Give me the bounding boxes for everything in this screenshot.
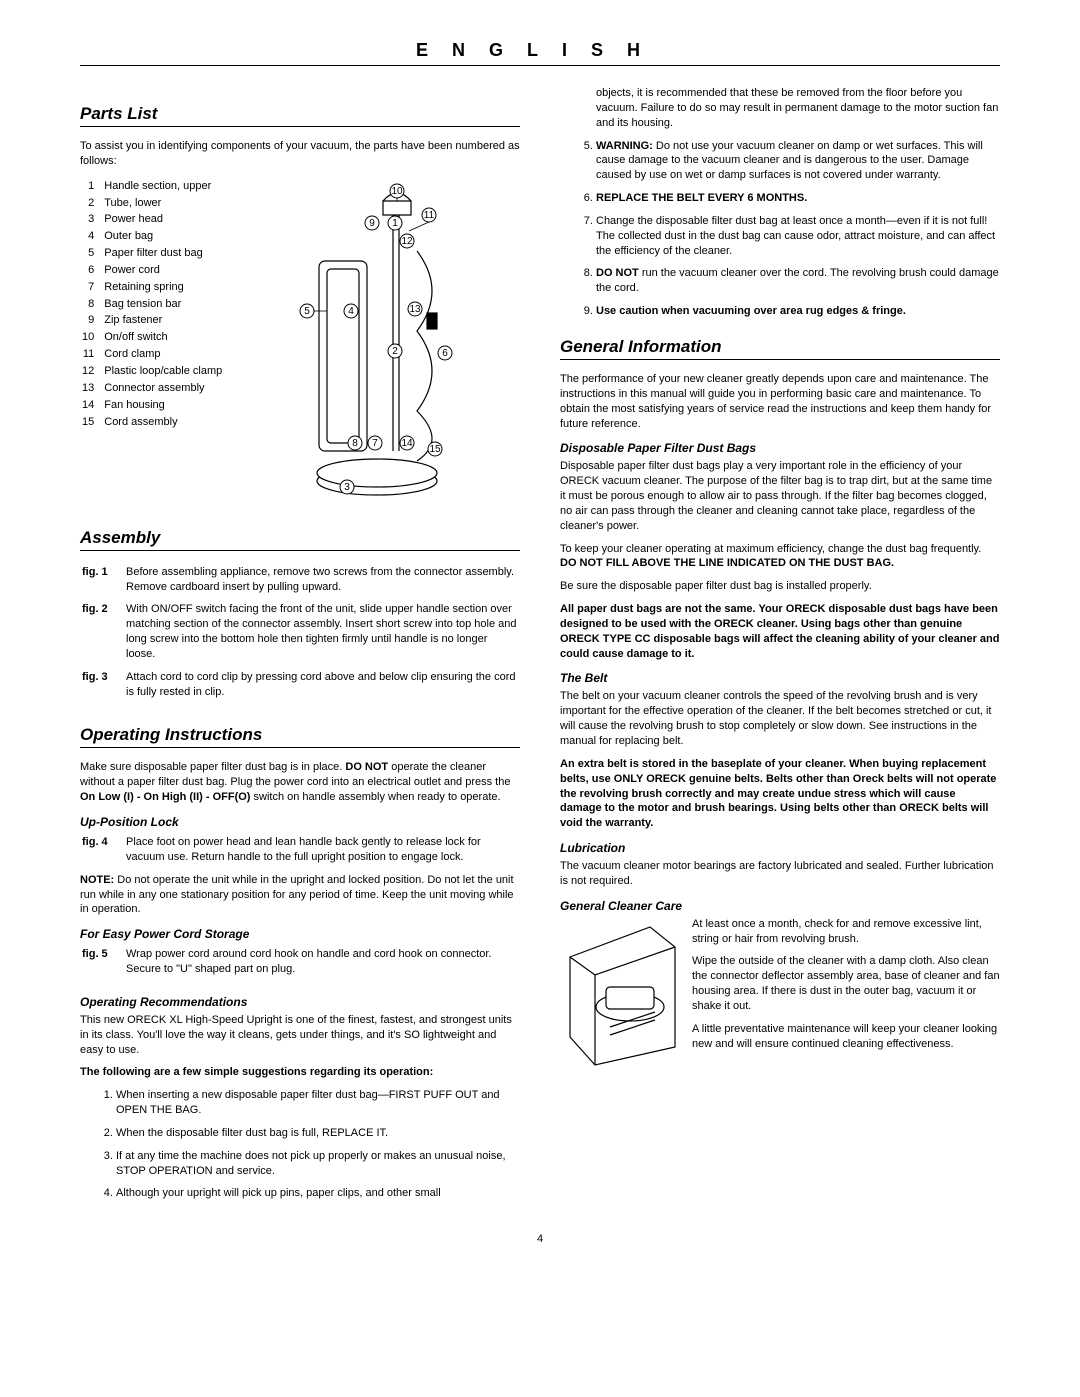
- rec-intro: This new ORECK XL High-Speed Upright is …: [80, 1013, 520, 1058]
- general-heading: General Information: [560, 337, 1000, 360]
- care-heading: General Cleaner Care: [560, 899, 1000, 913]
- bags-p1: Disposable paper filter dust bags play a…: [560, 459, 1000, 533]
- parts-list-table: 1Handle section, upper 2Tube, lower 3Pow…: [80, 177, 224, 432]
- svg-text:8: 8: [352, 438, 358, 449]
- care-diagram: [560, 917, 680, 1067]
- cord-fig: fig. 5Wrap power cord around cord hook o…: [80, 945, 520, 985]
- uppos-heading: Up-Position Lock: [80, 815, 520, 829]
- page-number: 4: [80, 1233, 1000, 1245]
- parts-intro: To assist you in identifying components …: [80, 139, 520, 169]
- header-title: ENGLISH: [80, 40, 1000, 66]
- svg-text:6: 6: [442, 348, 448, 359]
- assembly-heading: Assembly: [80, 528, 520, 551]
- svg-text:7: 7: [372, 438, 378, 449]
- cont-list: WARNING: Do not use your vacuum cleaner …: [560, 139, 1000, 319]
- left-column: Parts List To assist you in identifying …: [80, 86, 520, 1209]
- cont-item4-tail: objects, it is recommended that these be…: [596, 86, 1000, 131]
- svg-text:9: 9: [369, 218, 375, 229]
- uppos-note: NOTE: Do not operate the unit while in t…: [80, 873, 520, 918]
- uppos-fig: fig. 4Place foot on power head and lean …: [80, 833, 520, 873]
- care-p2: Wipe the outside of the cleaner with a d…: [692, 954, 1000, 1013]
- svg-text:14: 14: [402, 438, 414, 449]
- svg-text:13: 13: [410, 304, 422, 315]
- svg-text:1: 1: [392, 218, 398, 229]
- svg-text:2: 2: [392, 346, 398, 357]
- vacuum-diagram: 10 9 1 11 12 5 4 13 2 6 8 7 14 15: [234, 177, 520, 510]
- rec-heading: Operating Recommendations: [80, 995, 520, 1009]
- svg-text:5: 5: [304, 306, 310, 317]
- svg-text:3: 3: [344, 482, 350, 493]
- care-p1: At least once a month, check for and rem…: [692, 917, 1000, 947]
- general-intro: The performance of your new cleaner grea…: [560, 372, 1000, 431]
- svg-text:4: 4: [348, 306, 354, 317]
- operating-heading: Operating Instructions: [80, 725, 520, 748]
- belt-heading: The Belt: [560, 671, 1000, 685]
- bags-p4: All paper dust bags are not the same. Yo…: [560, 602, 1000, 661]
- rec-bold: The following are a few simple suggestio…: [80, 1065, 520, 1080]
- right-column: objects, it is recommended that these be…: [560, 86, 1000, 1209]
- parts-heading: Parts List: [80, 104, 520, 127]
- lub-heading: Lubrication: [560, 841, 1000, 855]
- operating-intro: Make sure disposable paper filter dust b…: [80, 760, 520, 805]
- bags-heading: Disposable Paper Filter Dust Bags: [560, 441, 1000, 455]
- rec-list: When inserting a new disposable paper fi…: [80, 1088, 520, 1201]
- belt-p1: The belt on your vacuum cleaner controls…: [560, 689, 1000, 748]
- belt-p2: An extra belt is stored in the baseplate…: [560, 757, 1000, 831]
- assembly-figs: fig. 1Before assembling appliance, remov…: [80, 563, 520, 708]
- svg-text:11: 11: [424, 210, 435, 221]
- svg-text:15: 15: [430, 444, 442, 455]
- lub-p: The vacuum cleaner motor bearings are fa…: [560, 859, 1000, 889]
- care-p3: A little preventative maintenance will k…: [692, 1022, 1000, 1052]
- bags-p3: Be sure the disposable paper filter dust…: [560, 579, 1000, 594]
- cord-heading: For Easy Power Cord Storage: [80, 927, 520, 941]
- svg-text:12: 12: [402, 236, 414, 247]
- svg-text:10: 10: [392, 186, 404, 197]
- bags-p2: To keep your cleaner operating at maximu…: [560, 542, 1000, 572]
